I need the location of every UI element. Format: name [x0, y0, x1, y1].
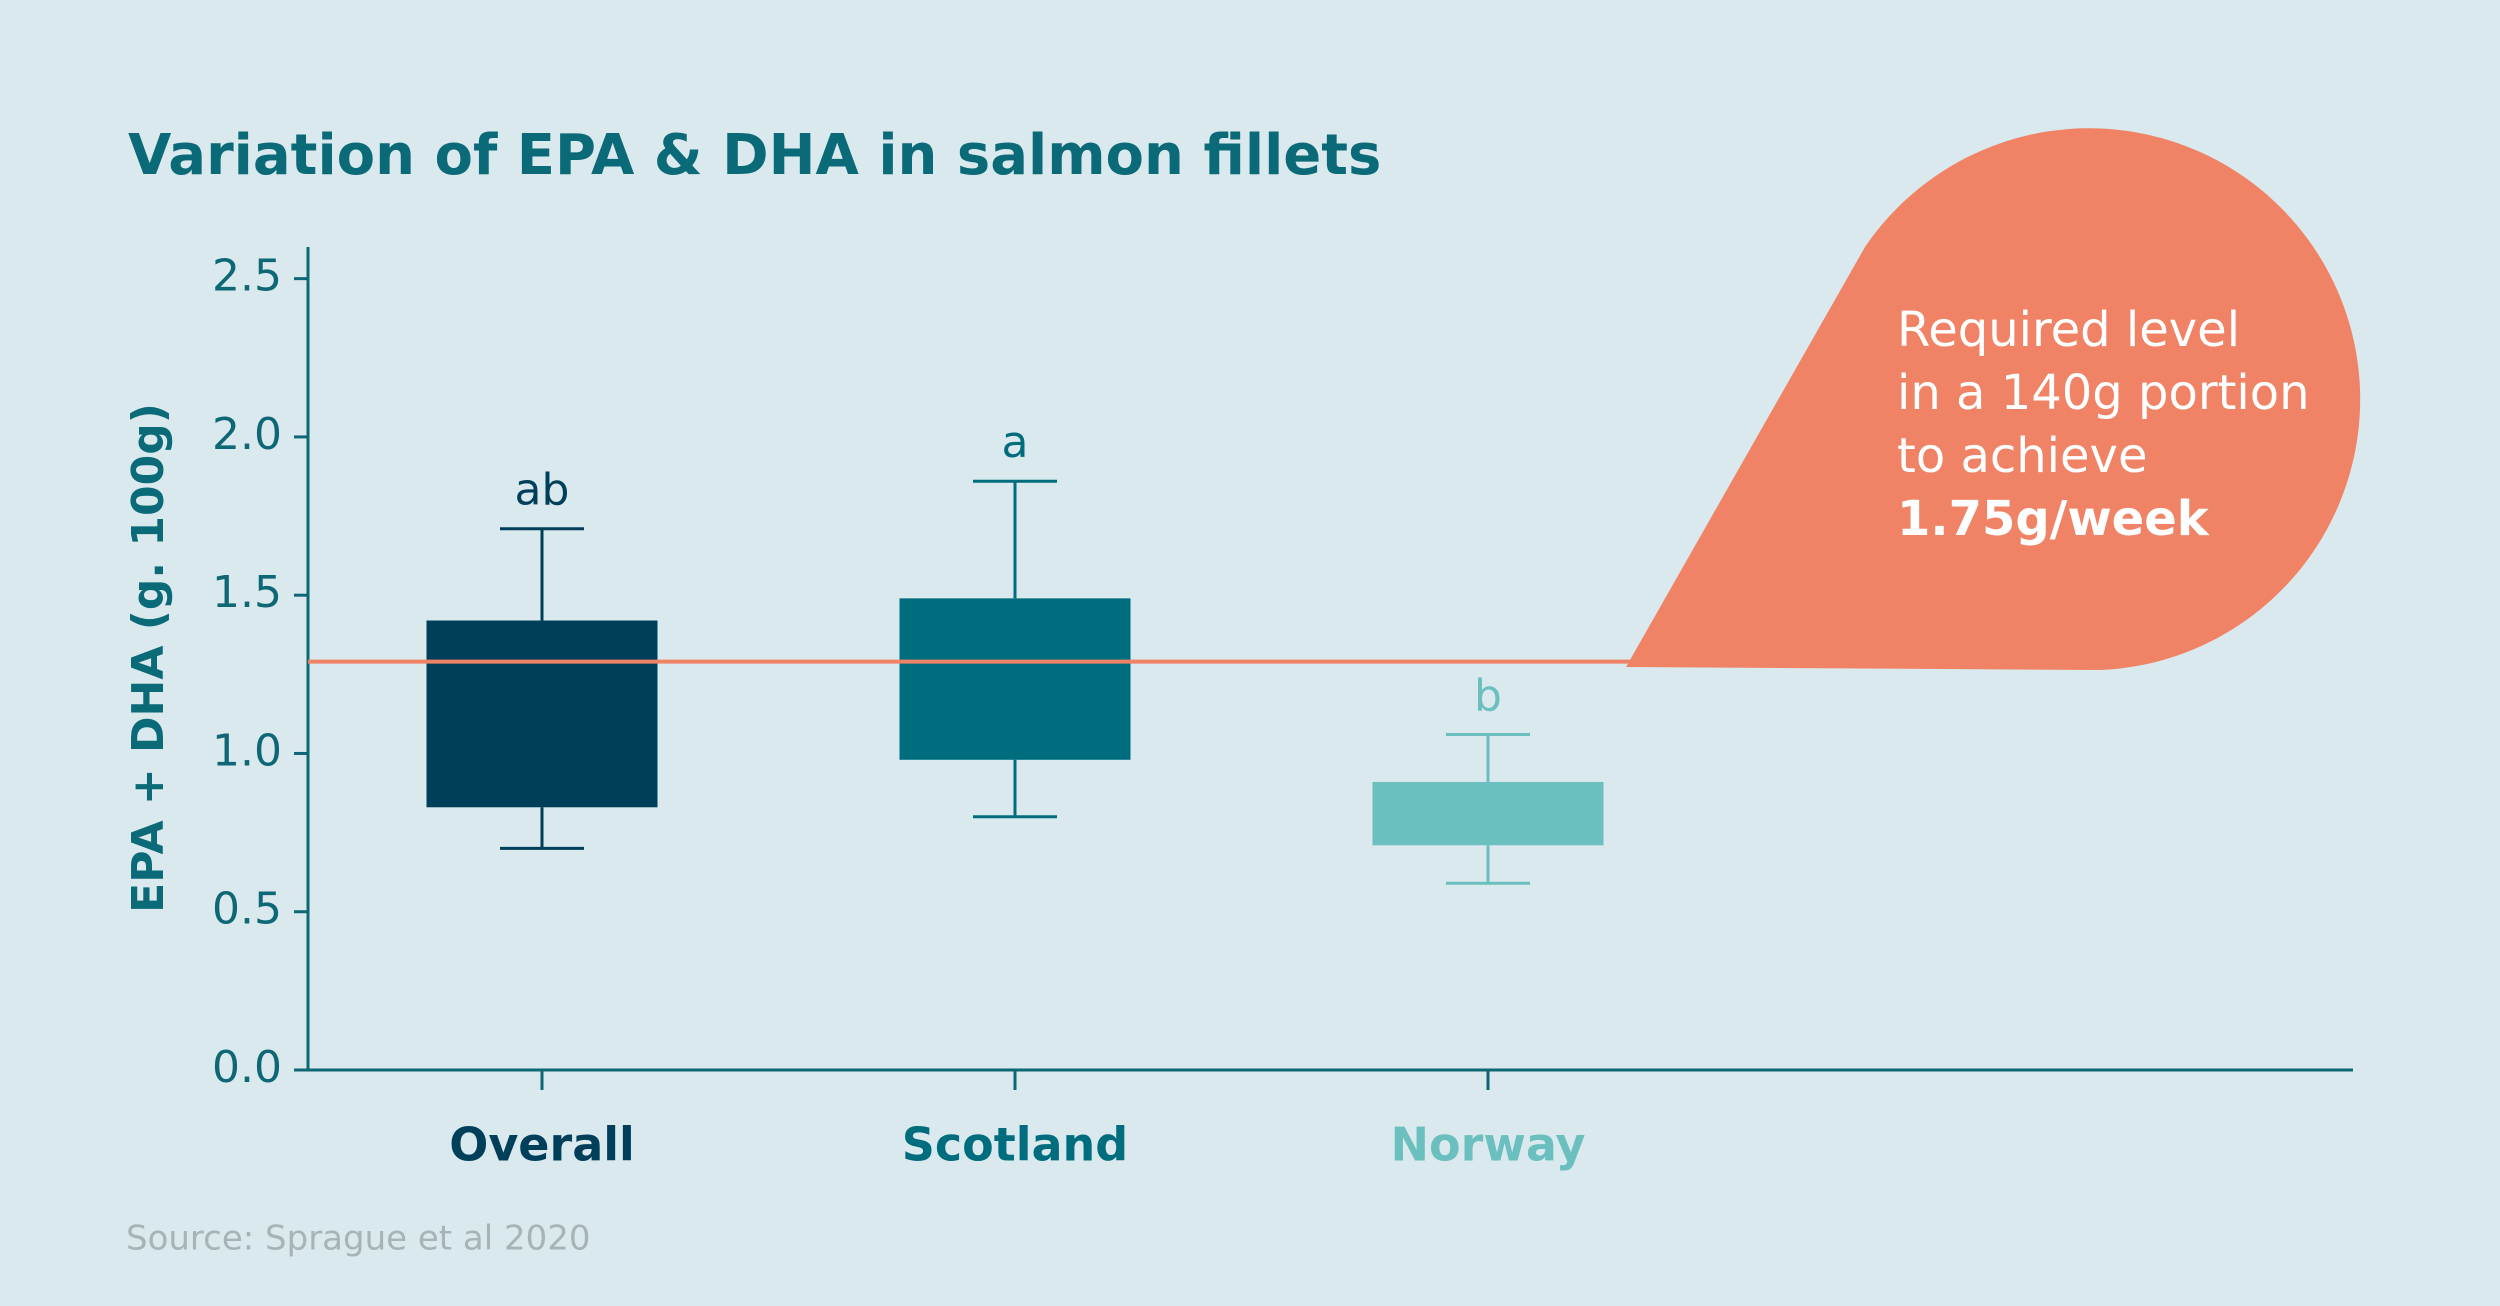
y-tick-label: 0.5	[212, 884, 282, 935]
whisker-low	[1446, 845, 1530, 885]
y-tick-label: 1.0	[212, 725, 282, 776]
x-tick-label: Scotland	[902, 1118, 1128, 1172]
whisker-high	[500, 527, 584, 621]
y-tick-label: 1.5	[212, 567, 282, 618]
annotation-bubble	[1626, 128, 2361, 671]
whisker-high	[973, 479, 1057, 599]
x-tick-label: Overall	[449, 1118, 635, 1172]
annotation-text: in a 140g portion	[1897, 365, 2310, 421]
group-label: a	[1002, 417, 1029, 468]
y-tick-label: 0.0	[212, 1042, 282, 1093]
whisker-low	[973, 759, 1057, 819]
annotation-text: 1.75g/week	[1897, 491, 2210, 547]
group-label: b	[1474, 670, 1502, 721]
whisker-low	[500, 807, 584, 850]
box	[1372, 781, 1604, 846]
box	[899, 598, 1131, 760]
chart-title: Variation of EPA & DHA in salmon fillets	[128, 123, 1381, 188]
annotation-text: to achieve	[1897, 428, 2147, 484]
group-label: ab	[515, 465, 570, 516]
source: Source: Sprague et al 2020	[126, 1219, 591, 1259]
box	[426, 620, 658, 808]
y-tick-label: 2.5	[212, 251, 282, 302]
y-tick-label: 2.0	[212, 409, 282, 460]
whisker-high	[1446, 732, 1530, 782]
x-tick-label: Norway	[1391, 1118, 1586, 1172]
y-axis-label: EPA + DHA (g. 100g)	[123, 403, 174, 913]
annotation-text: Required level	[1897, 302, 2240, 358]
